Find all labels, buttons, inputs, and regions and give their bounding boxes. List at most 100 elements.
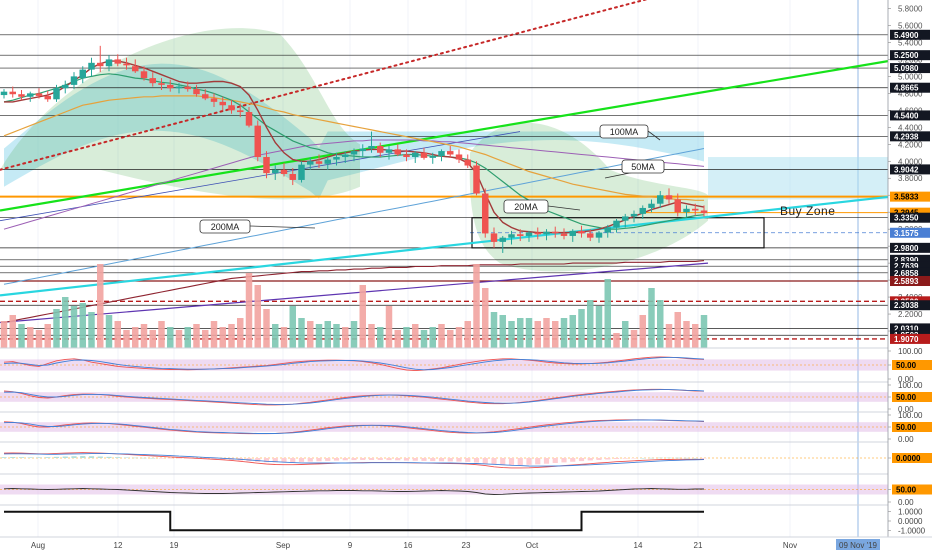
price-level-label: 5.0980 (894, 64, 919, 73)
volume-bar (350, 321, 358, 348)
candle-body (97, 62, 104, 67)
volume-bar (280, 327, 288, 348)
price-level-tag (890, 131, 930, 142)
candle-body (517, 234, 524, 236)
volume-bar (665, 324, 673, 348)
candle-body (79, 69, 86, 79)
candle-body (219, 101, 226, 106)
volume-bar (307, 321, 314, 348)
price-tick-label: 4.0000 (898, 157, 923, 166)
indicator-tick-label: 0.00 (898, 498, 914, 507)
histogram-bar (360, 458, 366, 460)
price-level-label: 2.9800 (894, 244, 919, 253)
histogram-bar (543, 458, 550, 464)
indicator-value-tag (892, 422, 932, 432)
histogram-bar (701, 458, 707, 459)
candle-body (298, 164, 305, 180)
blue-trendline (0, 131, 521, 222)
histogram-bar (27, 457, 33, 458)
price-level-label: 2.3038 (894, 301, 919, 310)
price-level-tag (890, 63, 930, 74)
candle-body (88, 62, 95, 70)
candle-body (193, 89, 200, 95)
price-level-label: 1.9070 (894, 335, 919, 344)
candle-body (27, 93, 34, 97)
histogram-bar (596, 458, 602, 460)
price-level-tag (890, 212, 930, 223)
histogram-bar (403, 458, 410, 461)
histogram-bar (552, 458, 558, 464)
volume-bar (359, 285, 366, 348)
volume-bar (62, 297, 69, 348)
volume-bar (324, 321, 331, 348)
time-tick-label: 12 (114, 541, 123, 550)
time-tick-label: 9 (348, 541, 353, 550)
indicator-series-line (4, 510, 704, 532)
volume-bar (123, 330, 130, 348)
callout-box (621, 159, 665, 174)
histogram-bar (351, 458, 357, 461)
purple-trendline (0, 262, 709, 324)
candle-body (587, 233, 594, 238)
price-level-label: 3.3350 (894, 214, 919, 223)
candle-body (490, 233, 498, 242)
volume-bar (438, 324, 445, 348)
volume-bar (464, 321, 471, 348)
candle-body (569, 230, 576, 236)
candle-body (342, 154, 349, 158)
time-axis: Aug 12 19 Sep 9 16 23 Oct 14 21 Nov 09 Nov '19 (0, 536, 932, 550)
ma-low-line (3, 260, 705, 324)
volume-bar (167, 327, 174, 348)
volume-bar (692, 324, 699, 348)
histogram-bar (438, 458, 445, 462)
price-level-tag (890, 261, 930, 272)
volume-bar (700, 315, 708, 348)
price-level-label: 4.8665 (894, 84, 919, 93)
candle-body (683, 208, 690, 213)
histogram-bar (176, 458, 182, 459)
histogram-bar (307, 458, 313, 462)
volume-bar (219, 327, 226, 348)
candle-body (254, 125, 261, 158)
volume-bar (394, 330, 401, 348)
ichimoku-cloud (4, 63, 704, 199)
indicator-series-line (3, 389, 705, 405)
volume-bar (403, 327, 410, 348)
histogram-bar (517, 458, 523, 466)
histogram-bar (692, 458, 698, 459)
callout-label: 200MA (211, 222, 240, 232)
indicator-panes (0, 347, 888, 532)
volume-bar (447, 330, 454, 348)
candle-body (105, 59, 113, 67)
candle-body (35, 93, 43, 96)
candle-body (482, 193, 489, 234)
histogram-bar (648, 457, 655, 459)
candle-body (289, 174, 296, 180)
price-level-tag (890, 333, 930, 344)
candle-body (552, 231, 559, 234)
candle-body (464, 159, 471, 166)
histogram-bar (473, 458, 480, 463)
indicator-series-line (3, 453, 705, 467)
price-level-label: 3.5833 (894, 193, 919, 202)
volume-bar (683, 321, 690, 348)
candle-body (70, 76, 78, 85)
volume-bar (254, 285, 261, 348)
indicator-tick-label: 100.00 (898, 381, 923, 390)
time-tick-label: Nov (783, 541, 797, 550)
volume-bar (490, 312, 498, 348)
candle-body (429, 156, 436, 158)
volume-bar (9, 315, 16, 348)
volume-bar (613, 333, 620, 348)
volume-bar (578, 309, 585, 348)
histogram-bar (342, 458, 348, 461)
volume-bar (18, 324, 25, 348)
volume-bar (27, 327, 34, 348)
volume-bar (368, 324, 375, 348)
volume-bar (263, 309, 270, 348)
candle-body (560, 233, 568, 236)
price-level-tag (890, 164, 930, 175)
indicator-value-text: 50.00 (896, 486, 917, 495)
volume-bar (604, 279, 611, 348)
volume-bar (237, 318, 244, 348)
